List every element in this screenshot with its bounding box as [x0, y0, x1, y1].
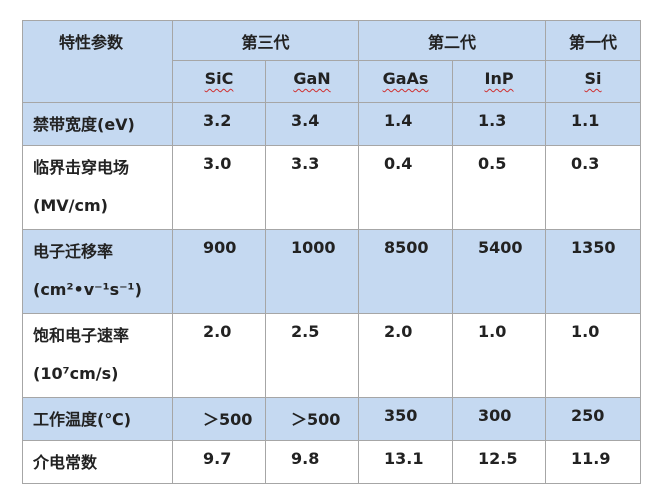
material-name: SiC: [204, 69, 234, 88]
material-cell: GaN: [264, 60, 360, 103]
row-label: 工作温度(℃): [22, 397, 173, 441]
data-row: 介电常数 9.7 9.8 13.1 12.5 11.9: [22, 440, 642, 484]
value-cell: 3.4: [264, 102, 360, 146]
value-cell: 5400: [452, 229, 547, 314]
value-cell: ＞500: [172, 397, 266, 441]
value-cell: 0.5: [452, 145, 547, 230]
value-cell: 3.3: [264, 145, 360, 230]
value-cell: 9.7: [172, 440, 266, 484]
value-cell: 8500: [358, 229, 454, 314]
data-row: 饱和电子速率 (10⁷cm/s) 2.0 2.5 2.0 1.0 1.0: [22, 313, 642, 398]
value-cell: 350: [358, 397, 454, 441]
row-label: 电子迁移率 (cm²•v⁻¹s⁻¹): [22, 229, 173, 314]
value-cell: 2.0: [172, 313, 266, 398]
label-line: 介电常数: [33, 453, 98, 472]
label-line: 饱和电子速率: [33, 326, 130, 345]
data-row: 禁带宽度(eV) 3.2 3.4 1.4 1.3 1.1: [22, 102, 642, 146]
material-cell: GaAs: [358, 60, 454, 103]
property-header: 特性参数: [22, 20, 173, 103]
material-cell: Si: [545, 60, 642, 103]
label-line: 工作温度(℃): [33, 410, 132, 429]
row-label: 临界击穿电场 (MV/cm): [22, 145, 173, 230]
value-cell: 13.1: [358, 440, 454, 484]
material-row: SiC GaN GaAs InP Si: [23, 60, 642, 103]
value-cell: 3.2: [172, 102, 266, 146]
material-name: GaAs: [382, 69, 429, 88]
label-line: 禁带宽度(eV): [33, 115, 135, 134]
value-cell: 0.3: [545, 145, 642, 230]
label-line: 临界击穿电场: [33, 158, 130, 177]
value-cell: 2.5: [264, 313, 360, 398]
value-cell: 900: [172, 229, 266, 314]
row-label: 饱和电子速率 (10⁷cm/s): [22, 313, 173, 398]
header-row: 特性参数 第三代 第二代 第一代: [22, 20, 642, 103]
value-cell: 1350: [545, 229, 642, 314]
value-cell: 1.0: [545, 313, 642, 398]
value-cell: 3.0: [172, 145, 266, 230]
data-row: 电子迁移率 (cm²•v⁻¹s⁻¹) 900 1000 8500 5400 1350: [22, 229, 642, 314]
material-name: Si: [584, 69, 602, 88]
material-cell: InP: [452, 60, 547, 103]
label-line: (MV/cm): [33, 196, 108, 215]
value-cell: 2.0: [358, 313, 454, 398]
label-line: (10⁷cm/s): [33, 364, 119, 383]
value-cell: 0.4: [358, 145, 454, 230]
value-cell: 9.8: [264, 440, 360, 484]
material-name: GaN: [293, 69, 331, 88]
value-cell: 300: [452, 397, 547, 441]
data-row: 工作温度(℃) ＞500 ＞500 350 300 250: [22, 397, 642, 441]
spec-table: 特性参数 第三代 第二代 第一代 SiC GaN GaAs InP Si 禁带宽度(eV…: [22, 20, 642, 484]
value-cell: 1000: [264, 229, 360, 314]
value-cell: 1.4: [358, 102, 454, 146]
group-header: 第二代: [358, 20, 547, 61]
value-cell: 11.9: [545, 440, 642, 484]
group-header: 第一代: [545, 20, 642, 61]
value-cell: 1.0: [452, 313, 547, 398]
label-line: 电子迁移率: [33, 242, 114, 261]
value-cell: 1.1: [545, 102, 642, 146]
data-row: 临界击穿电场 (MV/cm) 3.0 3.3 0.4 0.5 0.3: [22, 145, 642, 230]
label-line: (cm²•v⁻¹s⁻¹): [33, 280, 142, 299]
row-label: 介电常数: [22, 440, 173, 484]
value-cell: 12.5: [452, 440, 547, 484]
value-cell: 250: [545, 397, 642, 441]
material-cell: SiC: [172, 60, 266, 103]
material-name: InP: [484, 69, 514, 88]
row-label: 禁带宽度(eV): [22, 102, 173, 146]
value-cell: ＞500: [264, 397, 360, 441]
group-header: 第三代: [171, 20, 360, 61]
table-body: 特性参数 第三代 第二代 第一代 SiC GaN GaAs InP Si 禁带宽度(eV…: [22, 20, 642, 484]
value-cell: 1.3: [452, 102, 547, 146]
